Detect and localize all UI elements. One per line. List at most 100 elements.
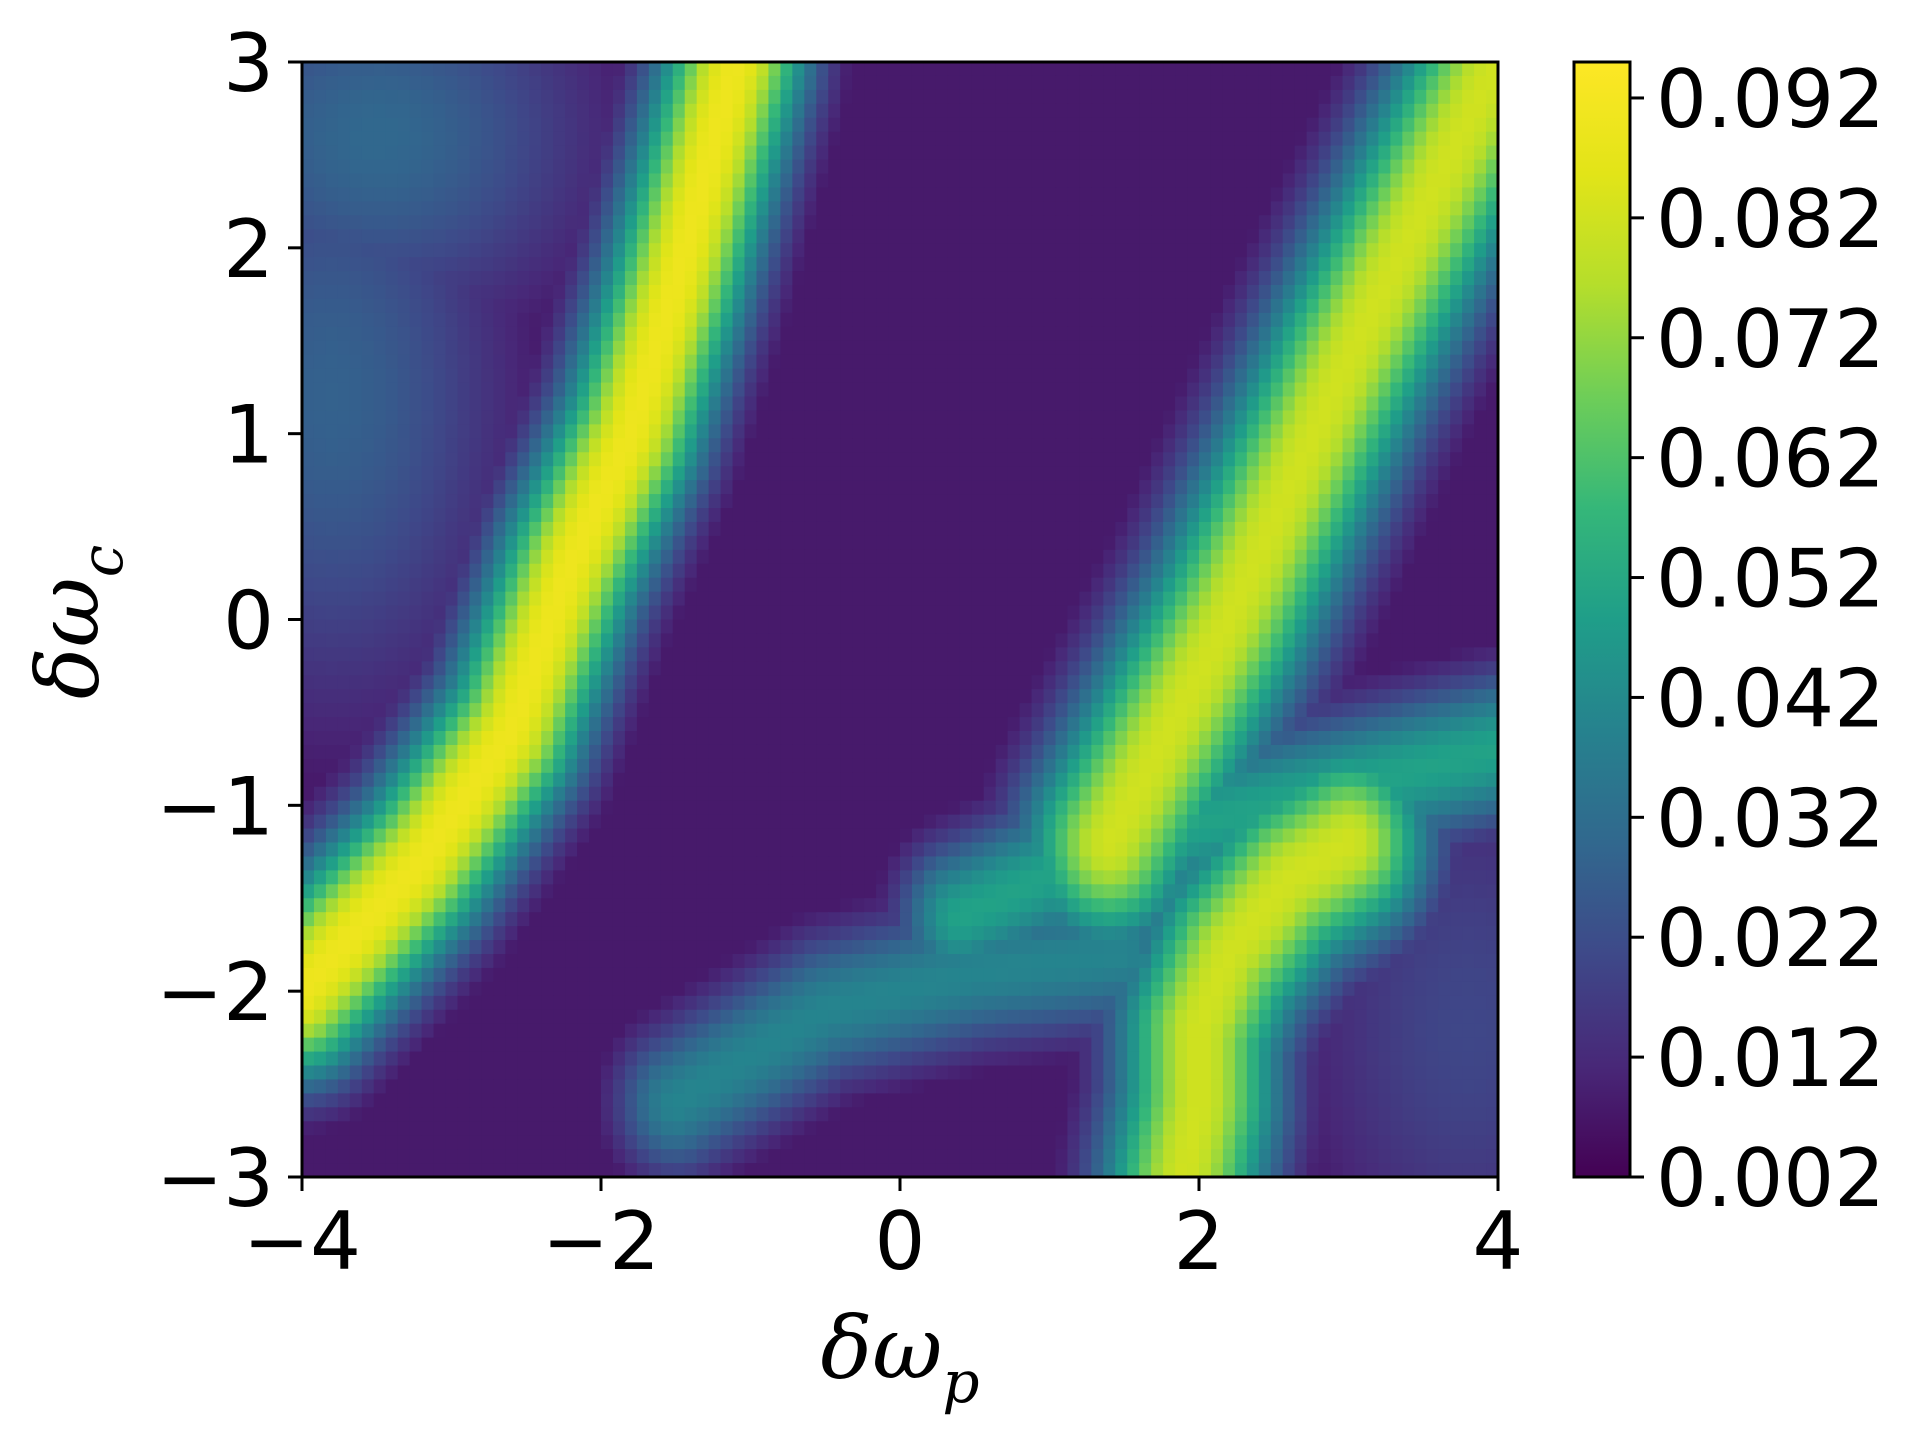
- heatmap-cell: [1115, 75, 1129, 91]
- heatmap-cell: [1438, 508, 1451, 523]
- heatmap-cell: [840, 689, 853, 704]
- heatmap-cell: [1462, 661, 1475, 677]
- heatmap-cell: [1246, 563, 1260, 579]
- heatmap-cell: [457, 103, 471, 119]
- heatmap-cell: [1270, 62, 1284, 77]
- heatmap-cell: [601, 563, 614, 579]
- heatmap-cell: [1127, 731, 1140, 746]
- heatmap-cell: [1378, 298, 1392, 314]
- heatmap-cell: [313, 563, 327, 579]
- heatmap-cell: [433, 103, 447, 119]
- heatmap-cell: [900, 89, 913, 105]
- heatmap-cell: [1390, 410, 1404, 426]
- heatmap-cell: [397, 689, 411, 704]
- heatmap-cell: [876, 675, 889, 690]
- heatmap-cell: [756, 591, 770, 607]
- heatmap-cell: [1390, 661, 1404, 677]
- heatmap-cell: [1115, 410, 1129, 426]
- heatmap-cell: [840, 744, 853, 760]
- heatmap-cell: [1378, 744, 1392, 760]
- heatmap-cell: [959, 466, 973, 481]
- heatmap-cell: [1079, 271, 1093, 286]
- heatmap-cell: [1103, 438, 1117, 454]
- heatmap-cell: [959, 131, 973, 147]
- heatmap-cell: [900, 466, 913, 481]
- heatmap-cell: [1450, 410, 1463, 426]
- heatmap-cell: [684, 703, 698, 718]
- heatmap-cell: [672, 452, 686, 467]
- heatmap-cell: [1210, 452, 1224, 467]
- heatmap-cell: [1067, 438, 1081, 454]
- heatmap-cell: [1103, 563, 1117, 579]
- heatmap-cell: [1366, 75, 1380, 91]
- heatmap-cell: [1067, 494, 1081, 509]
- heatmap-cell: [1127, 285, 1140, 300]
- heatmap-cell: [708, 661, 722, 677]
- heatmap-cell: [1450, 229, 1463, 244]
- heatmap-cell: [983, 731, 997, 746]
- heatmap-cell: [361, 312, 375, 328]
- heatmap-cell: [1210, 633, 1224, 649]
- heatmap-cell: [852, 173, 865, 189]
- heatmap-cell: [1079, 75, 1093, 91]
- heatmap-cell: [756, 354, 770, 370]
- heatmap-cell: [313, 298, 327, 314]
- heatmap-cell: [1366, 187, 1380, 203]
- heatmap-cell: [1234, 661, 1248, 677]
- heatmap-cell: [876, 298, 889, 314]
- heatmap-cell: [660, 744, 674, 760]
- heatmap-cell: [1258, 312, 1272, 328]
- heatmap-cell: [1222, 424, 1236, 440]
- heatmap-cell: [445, 103, 459, 119]
- heatmap-cell: [660, 131, 674, 147]
- heatmap-cell: [995, 215, 1009, 231]
- heatmap-cell: [349, 605, 363, 621]
- heatmap-cell: [1306, 243, 1320, 258]
- heatmap-cell: [792, 689, 806, 704]
- heatmap-cell: [433, 271, 447, 286]
- heatmap-cell: [1234, 466, 1248, 481]
- heatmap-cell: [541, 103, 554, 119]
- heatmap-cell: [361, 243, 375, 258]
- heatmap-cell: [1103, 466, 1117, 481]
- heatmap-cell: [337, 340, 351, 356]
- heatmap-cell: [481, 257, 495, 272]
- heatmap-cell: [445, 619, 459, 635]
- heatmap-cell: [1390, 563, 1404, 579]
- heatmap-cell: [947, 466, 961, 481]
- heatmap-cell: [1258, 605, 1272, 621]
- heatmap-cell: [457, 647, 471, 663]
- heatmap-cell: [1354, 159, 1368, 175]
- heatmap-cell: [1402, 619, 1416, 635]
- heatmap-cell: [648, 521, 662, 537]
- heatmap-cell: [313, 424, 327, 440]
- heatmap-cell: [1474, 619, 1487, 635]
- heatmap-cell: [1486, 354, 1498, 370]
- heatmap-cell: [445, 633, 459, 649]
- heatmap-cell: [325, 215, 339, 231]
- heatmap-cell: [565, 689, 578, 704]
- heatmap-cell: [923, 187, 937, 203]
- heatmap-cell: [995, 633, 1009, 649]
- heatmap-cell: [1270, 494, 1284, 509]
- heatmap-cell: [1199, 75, 1212, 91]
- heatmap-cell: [708, 549, 722, 565]
- heatmap-cell: [601, 689, 614, 704]
- heatmap-cell: [302, 201, 315, 217]
- heatmap-cell: [636, 480, 650, 495]
- heatmap-cell: [1474, 229, 1487, 244]
- heatmap-cell: [1270, 145, 1284, 161]
- heatmap-cell: [421, 689, 435, 704]
- heatmap-cell: [1354, 577, 1368, 593]
- heatmap-cell: [900, 62, 913, 77]
- heatmap-cell: [1330, 354, 1344, 370]
- heatmap-cell: [624, 243, 638, 258]
- heatmap-cell: [864, 717, 877, 732]
- heatmap-cell: [768, 145, 782, 161]
- heatmap-cell: [995, 285, 1009, 300]
- heatmap-cell: [1187, 271, 1200, 286]
- heatmap-cell: [1043, 410, 1057, 426]
- heatmap-cell: [624, 549, 638, 565]
- heatmap-cell: [840, 717, 853, 732]
- heatmap-cell: [672, 229, 686, 244]
